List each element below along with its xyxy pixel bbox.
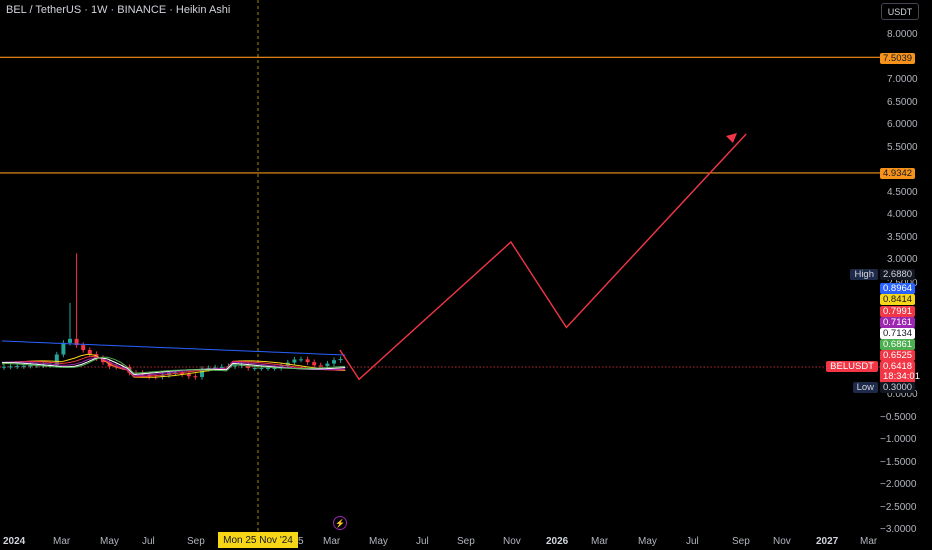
candle-body bbox=[312, 362, 317, 366]
candle-body bbox=[305, 359, 310, 363]
currency-button[interactable]: USDT bbox=[881, 3, 919, 20]
candle-body bbox=[193, 376, 198, 378]
price-label: 0.8414 bbox=[880, 294, 916, 305]
candle-body bbox=[332, 360, 336, 364]
y-axis-tick: 0.0000 bbox=[887, 389, 918, 400]
candle-body bbox=[2, 366, 6, 368]
price-label: 7.5039 bbox=[880, 53, 916, 64]
x-axis-label: Mar bbox=[860, 536, 878, 547]
candle-body bbox=[21, 365, 26, 367]
y-axis-tick: 4.0000 bbox=[887, 209, 918, 220]
candle-body bbox=[272, 368, 277, 369]
candle-body bbox=[252, 368, 257, 369]
candle-body bbox=[299, 359, 303, 361]
candle-body bbox=[259, 368, 264, 369]
x-axis-label: Sep bbox=[457, 536, 475, 547]
candle-body bbox=[318, 365, 323, 367]
y-axis-tick: −1.0000 bbox=[880, 434, 917, 445]
x-axis-label: Jul bbox=[686, 536, 699, 547]
y-axis-tick: 8.0000 bbox=[887, 29, 918, 40]
y-axis-tick: 6.5000 bbox=[887, 96, 918, 108]
candle-body bbox=[61, 342, 66, 355]
price-label: 0.7161 bbox=[880, 317, 916, 328]
candle-body bbox=[81, 345, 86, 350]
lightning-icon[interactable]: ⚡ bbox=[333, 516, 347, 530]
x-axis-label: Jul bbox=[142, 536, 155, 547]
chart-title: BEL / TetherUS · 1W · BINANCE · Heikin A… bbox=[6, 4, 231, 16]
x-axis-label: Sep bbox=[187, 536, 205, 547]
candle-body bbox=[292, 359, 297, 363]
x-axis-label: 2027 bbox=[816, 536, 839, 547]
price-label: 0.7991 bbox=[880, 306, 916, 317]
x-axis-label: Mar bbox=[323, 536, 341, 547]
candle-body bbox=[325, 363, 330, 367]
x-axis-label: Mar bbox=[591, 536, 609, 547]
moving-average-line bbox=[1, 353, 346, 378]
x-axis-label: 2024 bbox=[3, 536, 26, 547]
y-axis-tick: −3.0000 bbox=[880, 524, 917, 535]
y-axis-tick: 4.5000 bbox=[887, 186, 918, 198]
x-axis-label: May bbox=[100, 536, 119, 547]
y-axis-tick: −1.5000 bbox=[880, 456, 917, 468]
moving-average-line bbox=[1, 356, 346, 374]
candle-body bbox=[213, 367, 218, 369]
x-axis-label-partial: 5 bbox=[298, 536, 304, 547]
y-axis-tick: 3.0000 bbox=[887, 254, 918, 265]
crosshair-date-label: Mon 25 Nov '24 bbox=[218, 532, 298, 548]
candle-body bbox=[87, 350, 92, 355]
y-axis-tick: −2.5000 bbox=[880, 501, 917, 513]
countdown-label: 18:34:01 bbox=[883, 371, 920, 382]
moving-average-line bbox=[1, 355, 346, 378]
x-axis-label: May bbox=[369, 536, 388, 547]
y-axis-tick: −0.5000 bbox=[880, 411, 917, 423]
candle-body bbox=[54, 354, 59, 365]
y-axis-tick: −2.0000 bbox=[880, 479, 917, 490]
projection-path bbox=[339, 133, 747, 381]
candle-body bbox=[41, 365, 46, 367]
candle-body bbox=[68, 338, 72, 343]
x-axis-label: Jul bbox=[416, 536, 429, 547]
price-label: 4.9342 bbox=[880, 168, 916, 179]
price-label: 0.3000 bbox=[880, 382, 916, 393]
y-axis-tick: 5.5000 bbox=[887, 141, 918, 153]
x-axis-label: Sep bbox=[732, 536, 750, 547]
candle-body bbox=[8, 366, 13, 368]
x-axis-label: Nov bbox=[503, 536, 521, 547]
price-label: 0.6418 bbox=[880, 361, 916, 383]
candle-body bbox=[28, 365, 33, 367]
x-axis-label: Nov bbox=[773, 536, 791, 547]
candle-body bbox=[15, 366, 20, 368]
x-axis-label: Mar bbox=[53, 536, 71, 547]
price-side-label: BELUSDT bbox=[826, 361, 878, 372]
moving-average-line bbox=[1, 340, 346, 356]
candle-body bbox=[246, 364, 251, 368]
candles-group bbox=[2, 253, 343, 380]
candle-body bbox=[200, 368, 204, 377]
candle-body bbox=[266, 368, 270, 369]
price-side-label: Low bbox=[852, 382, 878, 393]
moving-average-line bbox=[1, 357, 346, 377]
y-axis-tick: 3.5000 bbox=[887, 231, 918, 243]
y-axis-tick: 6.0000 bbox=[887, 119, 918, 130]
candle-body bbox=[74, 338, 79, 346]
price-label: 0.8964 bbox=[880, 283, 916, 294]
candle-body bbox=[233, 365, 237, 367]
price-label: 2.6880 bbox=[880, 269, 916, 280]
candle-body bbox=[160, 375, 165, 377]
candle-body bbox=[180, 372, 185, 375]
y-axis-tick: 7.0000 bbox=[887, 74, 918, 85]
price-label: 0.7134 bbox=[880, 328, 916, 339]
projection-arrow-head bbox=[726, 133, 737, 143]
candle-body bbox=[219, 366, 224, 368]
x-axis-label: May bbox=[638, 536, 657, 547]
candle-body bbox=[338, 359, 343, 361]
price-label: 0.6525 bbox=[880, 350, 916, 361]
x-axis-label: 2026 bbox=[546, 536, 569, 547]
candle-body bbox=[186, 374, 191, 377]
price-label: 0.6861 bbox=[880, 339, 916, 350]
price-side-label: High bbox=[850, 269, 878, 280]
